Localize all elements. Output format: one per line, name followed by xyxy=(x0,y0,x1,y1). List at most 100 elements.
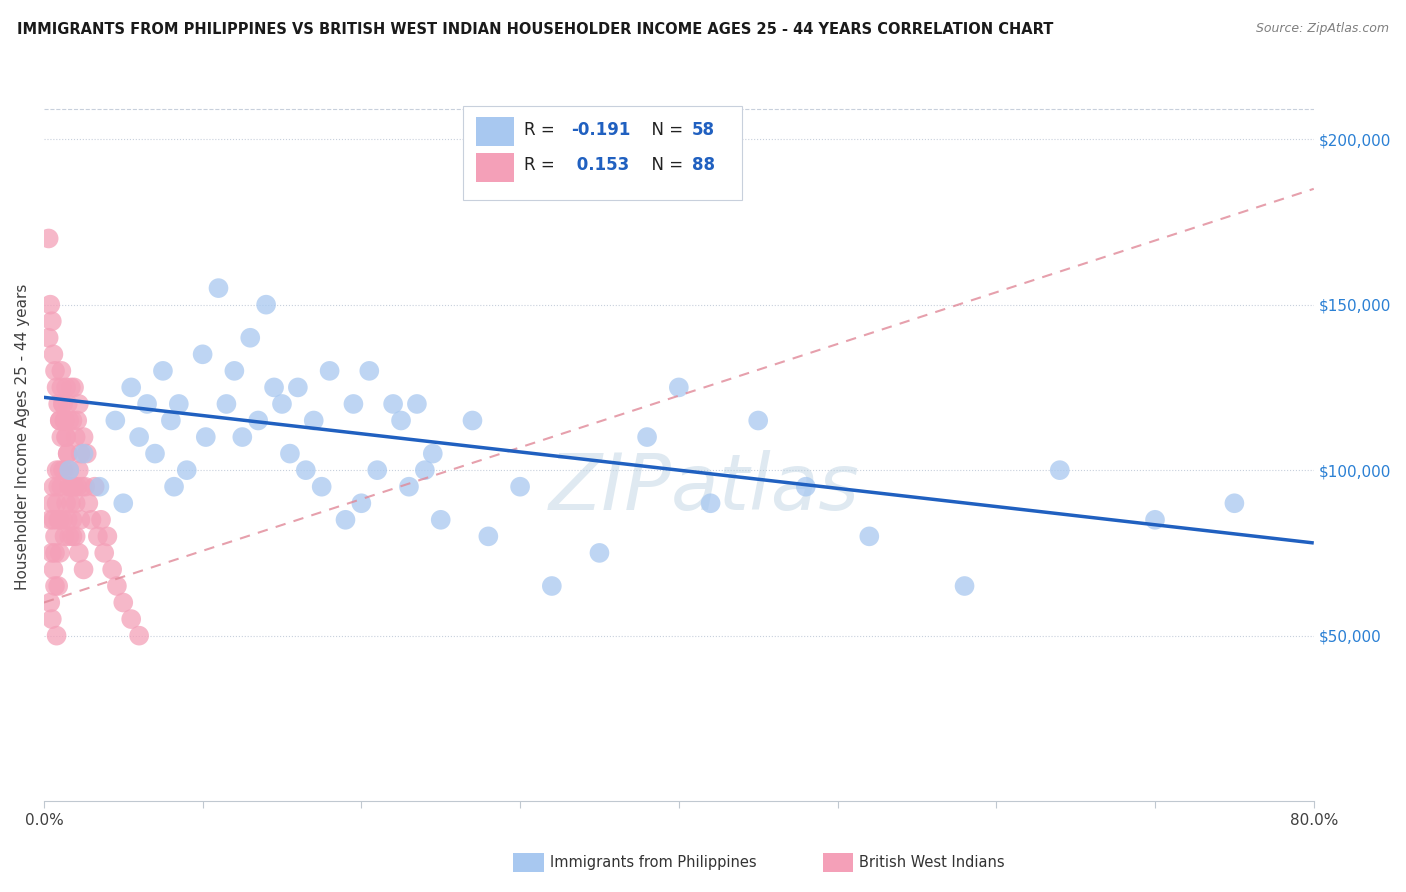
Point xyxy=(52,463,75,477)
Point xyxy=(176,463,198,477)
Point xyxy=(263,380,285,394)
Point xyxy=(509,480,531,494)
Point xyxy=(49,413,72,427)
Point xyxy=(72,447,94,461)
Point xyxy=(406,397,429,411)
Point xyxy=(58,529,80,543)
Point xyxy=(477,529,499,543)
Point xyxy=(747,413,769,427)
Point xyxy=(294,463,316,477)
Point xyxy=(794,480,817,494)
Point xyxy=(163,480,186,494)
Point xyxy=(65,529,87,543)
Point xyxy=(65,430,87,444)
Point xyxy=(39,596,62,610)
Point xyxy=(72,430,94,444)
Point xyxy=(335,513,357,527)
Point xyxy=(422,447,444,461)
Point xyxy=(67,463,90,477)
FancyBboxPatch shape xyxy=(463,106,742,201)
Text: 88: 88 xyxy=(692,156,714,175)
Point xyxy=(66,480,89,494)
Point xyxy=(699,496,721,510)
Point xyxy=(540,579,562,593)
Text: N =: N = xyxy=(641,120,688,139)
Point xyxy=(67,546,90,560)
Point xyxy=(53,413,76,427)
Point xyxy=(588,546,610,560)
Point xyxy=(52,513,75,527)
Point xyxy=(112,596,135,610)
Point xyxy=(45,463,67,477)
Point xyxy=(191,347,214,361)
Point xyxy=(167,397,190,411)
Point xyxy=(51,380,73,394)
Point xyxy=(77,496,100,510)
Point xyxy=(215,397,238,411)
FancyBboxPatch shape xyxy=(475,117,513,145)
Point xyxy=(41,546,63,560)
Text: ZIPatlas: ZIPatlas xyxy=(548,450,859,526)
Point xyxy=(96,529,118,543)
Point xyxy=(271,397,294,411)
Point xyxy=(63,480,86,494)
Point xyxy=(287,380,309,394)
Point xyxy=(668,380,690,394)
Point xyxy=(45,380,67,394)
Point xyxy=(42,562,65,576)
Point xyxy=(58,413,80,427)
Point xyxy=(76,447,98,461)
Point xyxy=(239,331,262,345)
Point xyxy=(58,463,80,477)
Text: Immigrants from Philippines: Immigrants from Philippines xyxy=(550,855,756,870)
Point xyxy=(41,496,63,510)
Point xyxy=(104,413,127,427)
Point xyxy=(80,513,103,527)
Y-axis label: Householder Income Ages 25 - 44 years: Householder Income Ages 25 - 44 years xyxy=(15,284,30,591)
Point xyxy=(247,413,270,427)
Point xyxy=(56,447,79,461)
Point xyxy=(59,380,82,394)
Point xyxy=(90,513,112,527)
Point xyxy=(53,529,76,543)
Point xyxy=(70,480,93,494)
Point xyxy=(224,364,246,378)
Point xyxy=(46,480,69,494)
Point xyxy=(49,413,72,427)
Point xyxy=(278,447,301,461)
Point xyxy=(56,513,79,527)
Point xyxy=(120,380,142,394)
Text: N =: N = xyxy=(641,156,688,175)
Point xyxy=(59,496,82,510)
Point xyxy=(44,364,66,378)
Point xyxy=(1144,513,1167,527)
Point xyxy=(39,298,62,312)
Point xyxy=(302,413,325,427)
Point xyxy=(46,579,69,593)
Point xyxy=(194,430,217,444)
Point xyxy=(413,463,436,477)
Point xyxy=(58,463,80,477)
Point xyxy=(128,629,150,643)
Point xyxy=(45,496,67,510)
Point xyxy=(44,546,66,560)
Point xyxy=(63,380,86,394)
Point xyxy=(62,513,84,527)
Point xyxy=(93,546,115,560)
Point xyxy=(1049,463,1071,477)
Point xyxy=(89,480,111,494)
Point xyxy=(62,529,84,543)
Point xyxy=(389,413,412,427)
Text: British West Indians: British West Indians xyxy=(859,855,1005,870)
Text: Source: ZipAtlas.com: Source: ZipAtlas.com xyxy=(1256,22,1389,36)
Point xyxy=(56,447,79,461)
Point xyxy=(41,612,63,626)
Point xyxy=(858,529,880,543)
Point xyxy=(359,364,381,378)
Text: IMMIGRANTS FROM PHILIPPINES VS BRITISH WEST INDIAN HOUSEHOLDER INCOME AGES 25 - : IMMIGRANTS FROM PHILIPPINES VS BRITISH W… xyxy=(17,22,1053,37)
Point xyxy=(231,430,253,444)
Point xyxy=(311,480,333,494)
Point xyxy=(44,529,66,543)
Point xyxy=(72,562,94,576)
Point xyxy=(39,513,62,527)
